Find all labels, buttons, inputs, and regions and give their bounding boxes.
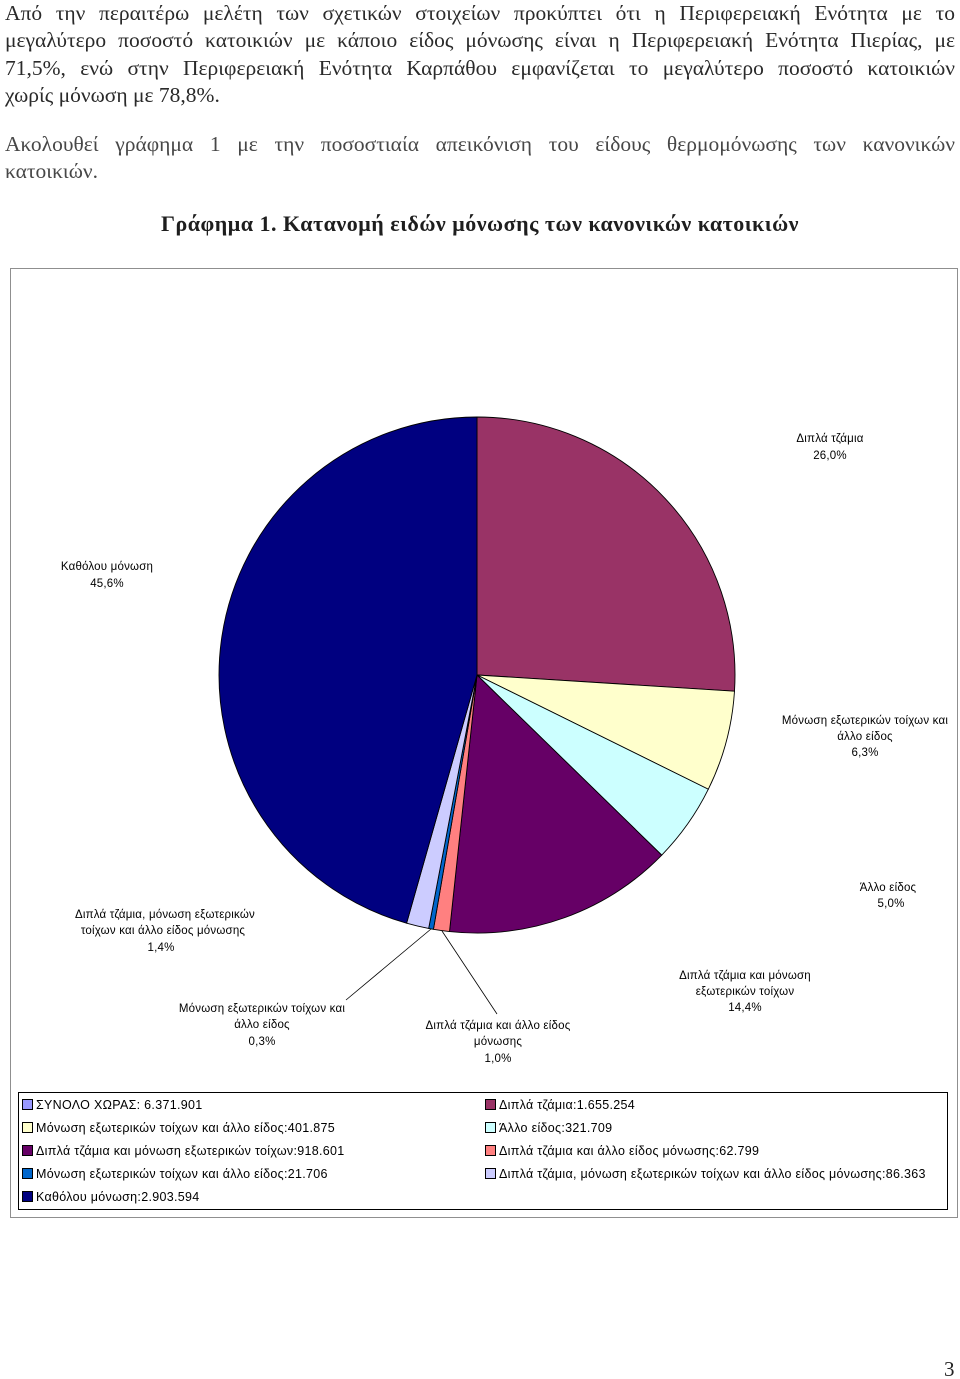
paragraph-line: κατοικιών.	[5, 159, 98, 184]
pie-slice-double-glazing-and-external-wall	[449, 674, 663, 934]
slice-label-external-wall-and-other-small-percent: 0,3%	[248, 1036, 275, 1048]
slice-label-no-insulation-percent: 45,6%	[90, 578, 124, 590]
legend-label: Μόνωση εξωτερικών τοίχων και άλλο είδος:…	[36, 1120, 336, 1135]
pie-slices	[218, 416, 736, 934]
legend-label: Διπλά τζάμια και μόνωση εξωτερικών τοίχω…	[36, 1143, 345, 1158]
legend-swatch	[22, 1145, 33, 1156]
legend-item-double-glazing: Διπλά τζάμια:1.655.254	[485, 1093, 944, 1116]
slice-label-external-wall-and-other-name: άλλο είδος	[837, 731, 893, 743]
legend-item-double-glazing-and-external-wall: Διπλά τζάμια και μόνωση εξωτερικών τοίχω…	[22, 1139, 485, 1162]
legend-label: Καθόλου μόνωση:2.903.594	[36, 1189, 200, 1204]
legend-item-double-glazing-and-other: Διπλά τζάμια και άλλο είδος μόνωσης:62.7…	[485, 1139, 944, 1162]
legend-item-external-wall-and-other-small: Μόνωση εξωτερικών τοίχων και άλλο είδος:…	[22, 1162, 485, 1185]
slice-label-external-wall-and-other-name: Μόνωση εξωτερικών τοίχων και	[782, 715, 948, 727]
slice-label-external-wall-and-other-percent: 6,3%	[851, 747, 878, 759]
legend-label: Μόνωση εξωτερικών τοίχων και άλλο είδος:…	[36, 1166, 328, 1181]
body-paragraph-regional-findings: Από την περαιτέρω μελέτη των σχετικών στ…	[5, 0, 955, 109]
legend-label: Διπλά τζάμια, μόνωση εξωτερικών τοίχων κ…	[499, 1166, 926, 1181]
slice-label-double-glazing-and-other-percent: 1,0%	[484, 1053, 511, 1065]
slice-label-other-type-percent: 5,0%	[877, 898, 904, 910]
legend-item-external-wall-and-other: Μόνωση εξωτερικών τοίχων και άλλο είδος:…	[22, 1116, 485, 1139]
page-number: 3	[944, 1357, 955, 1379]
paragraph-line: 71,5%, ενώ στην Περιφερειακή Ενότητα Καρ…	[5, 55, 955, 80]
pie-slice-double-glazing	[476, 416, 736, 692]
legend-label: Διπλά τζάμια:1.655.254	[499, 1097, 636, 1112]
slice-label-double-glazing-and-other-name: Διπλά τζάμια και άλλο είδος	[426, 1020, 571, 1032]
body-paragraph-chart-intro: Ακολουθεί γράφημα 1 με την ποσοστιαία απ…	[5, 131, 955, 186]
legend-label: Άλλο είδος:321.709	[499, 1120, 613, 1135]
legend-swatch	[22, 1191, 33, 1202]
leader-line-external-wall-and-other-small	[345, 928, 432, 1001]
legend-label: Διπλά τζάμια και άλλο είδος μόνωσης:62.7…	[499, 1143, 760, 1158]
slice-label-double-glazing-name: Διπλά τζάμια	[796, 433, 863, 445]
slice-label-double-glazing-wall-and-other-name: τοίχων και άλλο είδος μόνωσης	[81, 925, 246, 937]
slice-label-double-glazing-wall-and-other-percent: 1,4%	[147, 942, 174, 954]
pie-chart-frame: Διπλά τζάμια 26,0% Μόνωση εξωτερικών τοί…	[10, 268, 958, 1218]
slice-label-no-insulation-name: Καθόλου μόνωση	[61, 561, 153, 573]
legend-swatch	[485, 1122, 496, 1133]
legend-swatch	[22, 1099, 33, 1110]
legend-swatch	[485, 1145, 496, 1156]
paragraph-line: μεγαλύτερο ποσοστό κατοικιών με κάποιο ε…	[5, 28, 955, 53]
legend-label: ΣΥΝΟΛΟ ΧΩΡΑΣ: 6.371.901	[36, 1097, 203, 1112]
legend-item-other-type: Άλλο είδος:321.709	[485, 1116, 944, 1139]
pie-slice-no-insulation	[218, 416, 478, 924]
slice-label-other-type-name: Άλλο είδος	[860, 882, 917, 894]
paragraph-line: χωρίς μόνωση με 78,8%.	[5, 82, 220, 107]
legend-swatch	[485, 1099, 496, 1110]
slice-label-double-glazing-and-external-wall-name: εξωτερικών τοίχων	[696, 986, 795, 998]
paragraph-line: Από την περαιτέρω μελέτη των σχετικών στ…	[5, 1, 955, 25]
legend-swatch	[485, 1168, 496, 1179]
pie-chart: Διπλά τζάμια 26,0% Μόνωση εξωτερικών τοί…	[61, 416, 948, 1065]
legend-item-no-insulation: Καθόλου μόνωση:2.903.594	[22, 1185, 485, 1208]
legend-swatch	[22, 1122, 33, 1133]
slice-label-double-glazing-and-external-wall-name: Διπλά τζάμια και μόνωση	[679, 970, 811, 982]
chart-caption: Γράφημα 1. Κατανομή ειδών μόνωσης των κα…	[160, 211, 800, 236]
chart-legend: ΣΥΝΟΛΟ ΧΩΡΑΣ: 6.371.901 Διπλά τζάμια:1.6…	[18, 1092, 948, 1210]
slice-label-double-glazing-and-other-name: μόνωσης	[474, 1036, 522, 1048]
legend-item-double-glazing-wall-and-other: Διπλά τζάμια, μόνωση εξωτερικών τοίχων κ…	[485, 1162, 944, 1185]
leader-line-double-glazing-and-other	[441, 930, 498, 1015]
slice-label-double-glazing-and-external-wall-percent: 14,4%	[728, 1002, 762, 1014]
slice-label-double-glazing-wall-and-other-name: Διπλά τζάμια, μόνωση εξωτερικών	[75, 909, 255, 921]
slice-label-external-wall-and-other-small-name: Μόνωση εξωτερικών τοίχων και	[179, 1003, 345, 1015]
slice-label-double-glazing-percent: 26,0%	[813, 450, 847, 462]
legend-item-country-total: ΣΥΝΟΛΟ ΧΩΡΑΣ: 6.371.901	[22, 1093, 485, 1116]
legend-swatch	[22, 1168, 33, 1179]
slice-label-external-wall-and-other-small-name: άλλο είδος	[234, 1019, 290, 1031]
paragraph-line: Ακολουθεί γράφημα 1 με την ποσοστιαία απ…	[5, 132, 955, 156]
